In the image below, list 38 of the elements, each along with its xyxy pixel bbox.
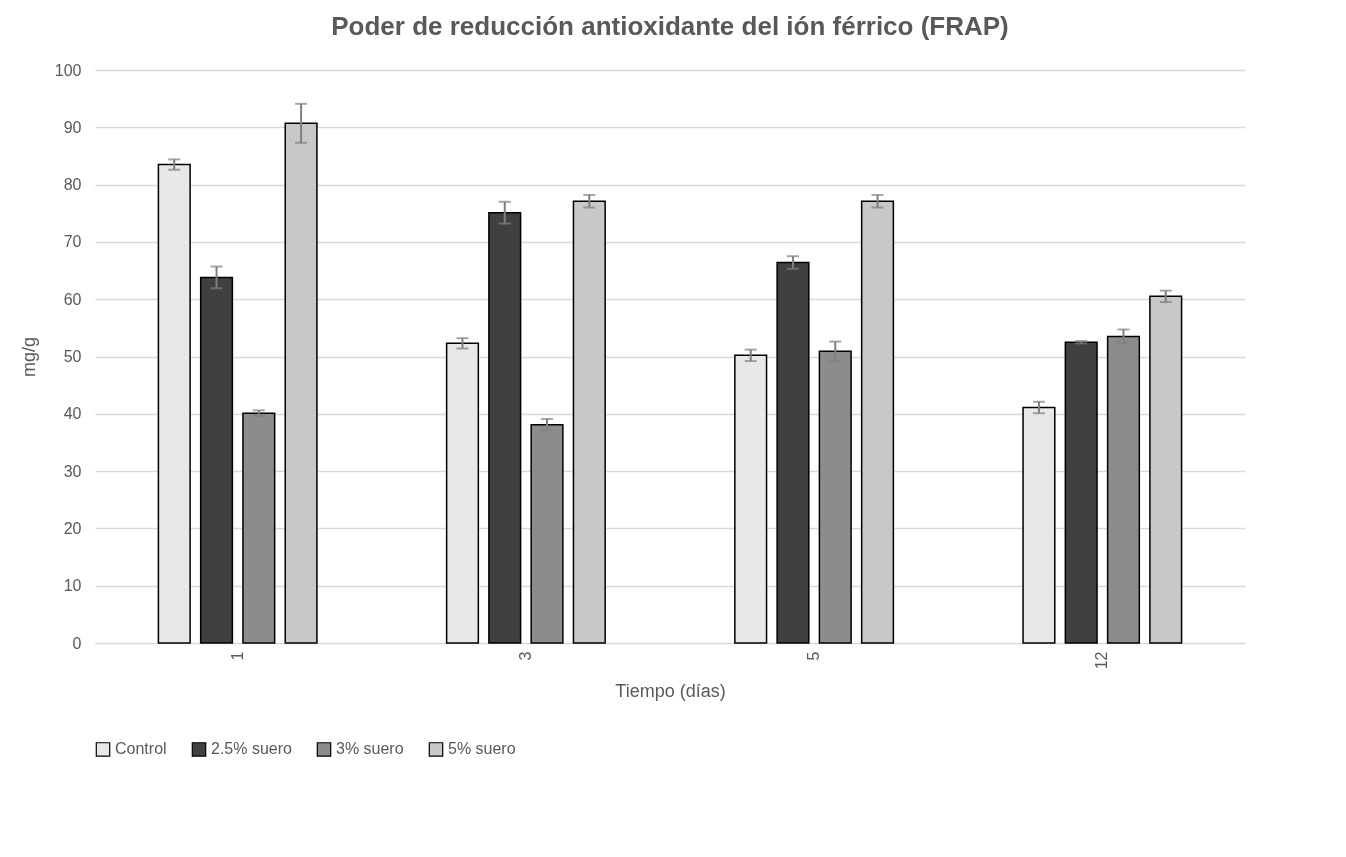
bar bbox=[776, 261, 810, 644]
x-tick-label: 3 bbox=[516, 651, 534, 661]
x-tick-label: 1 bbox=[228, 651, 246, 661]
chart-title: Poder de reducción antioxidante del ión férrico (FRAP) bbox=[331, 11, 1009, 41]
y-tick-label: 90 bbox=[63, 118, 82, 136]
y-tick-label: 50 bbox=[63, 348, 82, 365]
x-tick-label: 12 bbox=[1093, 651, 1111, 670]
legend-label: 5% suero bbox=[448, 740, 516, 758]
y-tick-label: 0 bbox=[72, 634, 82, 652]
y-tick-label: 100 bbox=[54, 61, 82, 79]
bar bbox=[860, 200, 895, 644]
bar bbox=[530, 423, 564, 644]
bar bbox=[157, 163, 191, 644]
bar bbox=[734, 354, 768, 644]
y-tick-label: 20 bbox=[63, 519, 82, 537]
bar bbox=[1022, 406, 1056, 644]
bar bbox=[445, 342, 480, 644]
y-axis-title: mg/g bbox=[18, 336, 39, 378]
bar bbox=[1106, 335, 1141, 644]
bar bbox=[1064, 341, 1098, 644]
y-tick-label: 30 bbox=[63, 462, 82, 480]
bar bbox=[488, 211, 522, 644]
bar bbox=[242, 412, 276, 644]
y-tick-label: 40 bbox=[63, 405, 82, 423]
legend-label: Control bbox=[115, 740, 167, 758]
y-tick-label: 80 bbox=[63, 176, 82, 194]
legend-label: 2.5% suero bbox=[211, 740, 293, 758]
y-tick-label: 10 bbox=[63, 577, 82, 595]
x-tick-label: 5 bbox=[805, 651, 823, 661]
bar bbox=[284, 122, 318, 644]
bar bbox=[1149, 295, 1183, 644]
bar bbox=[572, 200, 606, 644]
bar bbox=[818, 350, 852, 644]
y-tick-label: 70 bbox=[63, 233, 82, 251]
y-tick-label: 60 bbox=[63, 290, 82, 308]
legend-label: 3% suero bbox=[336, 740, 404, 758]
bar bbox=[199, 276, 234, 644]
x-axis-title: Tiempo (días) bbox=[615, 681, 726, 702]
